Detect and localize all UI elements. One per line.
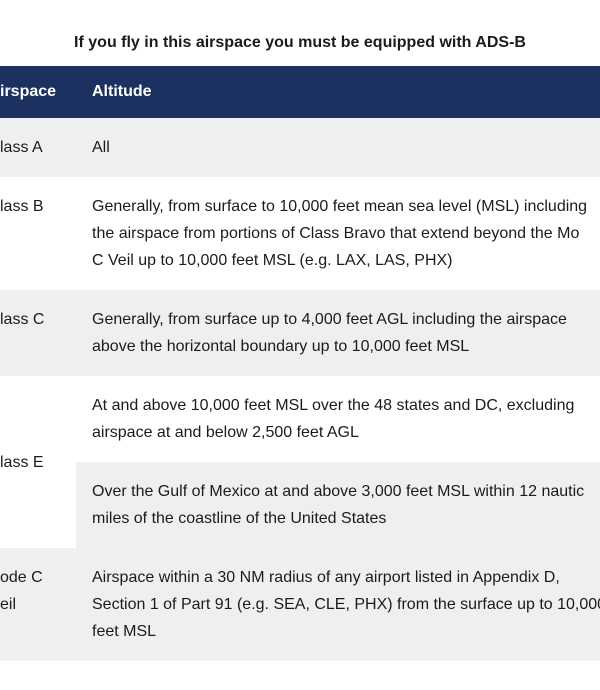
row-background: [0, 290, 600, 376]
table-header: [0, 66, 600, 118]
cell-background: [76, 462, 600, 548]
airspace-text: eil: [0, 596, 17, 613]
row-background: [0, 118, 600, 177]
airspace-text: lass E: [0, 453, 44, 471]
header-cell: Altitude: [92, 83, 152, 100]
altitude-text: C Veil up to 10,000 feet MSL (e.g. LAX, …: [92, 252, 453, 269]
altitude-text: All: [92, 139, 110, 156]
altitude-text: miles of the coastline of the United Sta…: [92, 510, 387, 527]
altitude-text: Generally, from surface to 10,000 feet m…: [92, 198, 588, 215]
altitude-text: Section 1 of Part 91 (e.g. SEA, CLE, PHX…: [92, 596, 600, 613]
altitude-text: feet MSL: [92, 623, 157, 640]
airspace-text: ode C: [0, 569, 43, 586]
row-background: [0, 548, 600, 661]
airspace-text: lass A: [0, 139, 43, 156]
altitude-text: At and above 10,000 feet MSL over the 48…: [92, 397, 575, 414]
airspace-text: lass B: [0, 198, 44, 215]
altitude-text: Generally, from surface up to 4,000 feet…: [92, 311, 567, 328]
altitude-text: the airspace from portions of Class Brav…: [92, 225, 580, 242]
altitude-text: airspace at and below 2,500 feet AGL: [92, 424, 359, 441]
table-title: If you fly in this airspace you must be …: [74, 34, 526, 51]
airspace-text: lass C: [0, 311, 45, 328]
header-cell: irspace: [0, 83, 57, 100]
altitude-text: Over the Gulf of Mexico at and above 3,0…: [92, 483, 585, 500]
altitude-text: Airspace within a 30 NM radius of any ai…: [92, 569, 560, 586]
altitude-text: above the horizontal boundary up to 10,0…: [92, 338, 470, 355]
